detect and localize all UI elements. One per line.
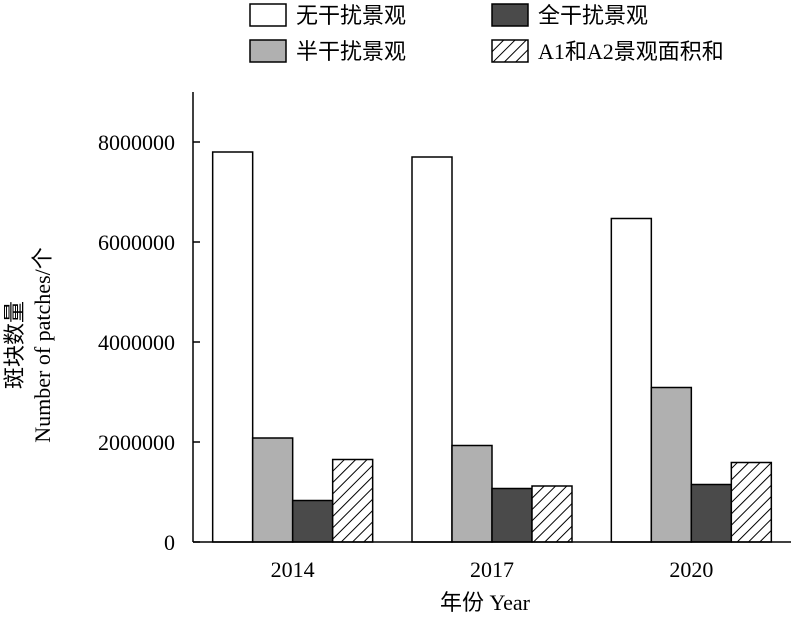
bar-2014-series-0	[211, 151, 254, 543]
x-tick-label: 2014	[271, 557, 315, 582]
bar-2014-series-3	[331, 458, 374, 543]
bar-2017-series-0	[411, 156, 453, 543]
legend-swatch-series-3	[491, 39, 529, 63]
legend-swatch-series-2	[491, 3, 529, 27]
bar-2017-series-2	[491, 487, 533, 543]
y-axis-title-en: Number of patches/个	[30, 247, 55, 443]
x-axis-title: 年份 Year	[440, 590, 531, 615]
bar-2017-series-3	[531, 485, 573, 543]
bar-2020-series-0	[610, 217, 653, 543]
y-tick-label: 6000000	[98, 230, 175, 255]
bar-2020-series-3	[730, 461, 773, 543]
legend-label-series-2: 全干扰景观	[538, 3, 648, 28]
y-tick-label: 2000000	[98, 430, 175, 455]
y-tick-label: 0	[164, 530, 175, 555]
legend-label-series-1: 半干扰景观	[296, 39, 406, 64]
bars	[211, 151, 773, 543]
y-tick-label: 8000000	[98, 130, 175, 155]
bar-2017-series-1	[451, 444, 493, 543]
legend-label-series-0: 无干扰景观	[296, 3, 406, 28]
bar-2020-series-1	[650, 386, 693, 543]
y-tick-label: 4000000	[98, 330, 175, 355]
bar-2014-series-2	[291, 499, 334, 543]
bar-2020-series-2	[690, 483, 733, 543]
axes: 2014 2017 2020 0 2000000 4000000 6000000 800000…	[98, 92, 791, 582]
legend-swatch-series-1	[249, 39, 287, 63]
y-axis-title-cn: 斑块数量	[2, 301, 27, 389]
legend-label-series-3: A1和A2景观面积和	[538, 39, 724, 64]
bar-2014-series-1	[251, 437, 294, 543]
legend-swatch-series-0	[249, 3, 287, 27]
x-tick-label: 2020	[669, 557, 713, 582]
x-tick-label: 2017	[470, 557, 514, 582]
